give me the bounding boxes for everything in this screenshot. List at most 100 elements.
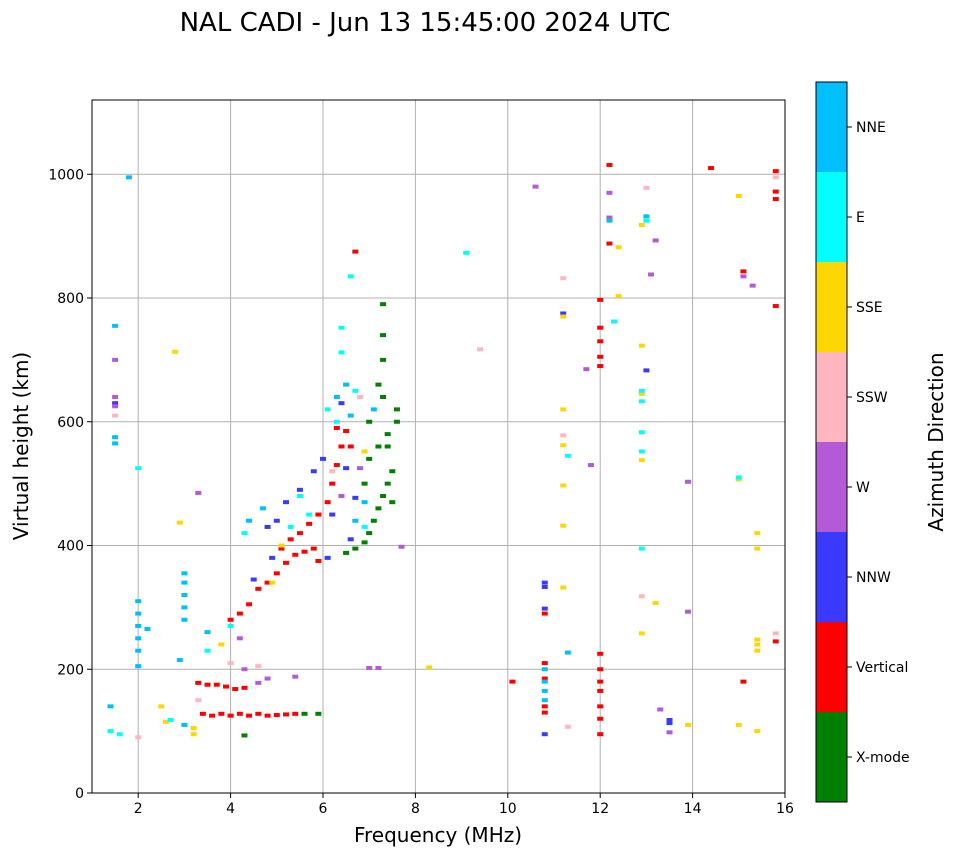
echo-mark	[181, 605, 188, 610]
echo-mark	[740, 269, 747, 274]
echo-mark	[366, 419, 373, 424]
echo-mark	[597, 325, 604, 330]
echo-mark	[560, 585, 567, 590]
echo-mark	[657, 707, 664, 712]
x-tick-label: 2	[134, 801, 143, 817]
echo-mark	[606, 218, 613, 223]
echo-mark	[255, 711, 262, 716]
echo-mark	[324, 500, 331, 505]
echo-mark	[541, 679, 548, 684]
echo-mark	[611, 319, 618, 324]
echo-mark	[347, 274, 354, 279]
echo-mark	[638, 594, 645, 599]
echo-mark	[333, 425, 340, 430]
echo-mark	[370, 407, 377, 412]
echo-mark	[246, 602, 253, 607]
colorbar-swatch	[816, 712, 847, 802]
echo-mark	[190, 726, 197, 731]
plot-frame	[91, 99, 786, 794]
echo-mark	[384, 481, 391, 486]
echo-mark	[296, 531, 303, 536]
echo-mark	[393, 407, 400, 412]
echo-mark	[684, 722, 691, 727]
echo-mark	[754, 642, 761, 647]
echo-mark	[116, 732, 123, 737]
echo-mark	[638, 343, 645, 348]
echo-mark	[107, 729, 114, 734]
echo-mark	[296, 487, 303, 492]
echo-mark	[638, 631, 645, 636]
echo-mark	[638, 449, 645, 454]
echo-mark	[597, 651, 604, 656]
colorbar-tick-label: SSW	[856, 390, 888, 406]
echo-mark	[112, 441, 119, 446]
echo-mark	[112, 413, 119, 418]
echo-mark	[541, 667, 548, 672]
echo-mark	[375, 382, 382, 387]
echo-mark	[236, 636, 243, 641]
echo-mark	[347, 444, 354, 449]
echo-mark	[135, 735, 142, 740]
echo-mark	[564, 650, 571, 655]
echo-mark	[315, 711, 322, 716]
echo-mark	[597, 679, 604, 684]
echo-mark	[222, 684, 229, 689]
echo-mark	[754, 637, 761, 642]
echo-mark	[564, 724, 571, 729]
x-axis-label: Frequency (MHz)	[354, 823, 522, 847]
echo-mark	[361, 449, 368, 454]
echo-mark	[597, 688, 604, 693]
echo-mark	[352, 495, 359, 500]
echo-mark	[352, 388, 359, 393]
echo-mark	[204, 630, 211, 635]
echo-mark	[366, 456, 373, 461]
echo-mark	[375, 666, 382, 671]
echo-mark	[283, 560, 290, 565]
echo-mark	[615, 245, 622, 250]
echo-mark	[227, 713, 234, 718]
echo-mark	[112, 323, 119, 328]
echo-mark	[338, 494, 345, 498]
echo-mark	[278, 543, 285, 548]
echo-mark	[772, 639, 779, 644]
echo-mark	[366, 531, 373, 536]
echo-mark	[597, 667, 604, 672]
echo-mark	[209, 713, 216, 718]
echo-mark	[597, 704, 604, 709]
echo-mark	[352, 249, 359, 254]
y-tick-label: 600	[57, 415, 84, 431]
echo-mark	[135, 611, 142, 616]
echo-mark	[176, 657, 183, 662]
x-tick-label: 8	[411, 801, 420, 817]
echo-mark	[643, 218, 650, 223]
echo-mark	[112, 357, 119, 362]
echo-mark	[361, 481, 368, 486]
data-marks	[107, 162, 779, 740]
echo-mark	[135, 466, 142, 471]
colorbar-swatch	[816, 532, 847, 622]
echo-mark	[218, 642, 225, 647]
colorbar-swatch	[816, 262, 847, 352]
echo-mark	[107, 704, 114, 709]
echo-mark	[740, 274, 747, 279]
echo-mark	[477, 347, 484, 352]
echo-mark	[361, 500, 368, 505]
colorbar-swatch	[816, 352, 847, 442]
echo-mark	[541, 580, 548, 585]
echo-mark	[638, 546, 645, 551]
x-tick-label: 6	[319, 801, 328, 817]
echo-mark	[315, 512, 322, 517]
echo-mark	[135, 648, 142, 653]
echo-mark	[509, 679, 516, 684]
echo-mark	[301, 549, 308, 554]
echo-mark	[389, 500, 396, 505]
echo-mark	[638, 399, 645, 404]
echo-mark	[125, 175, 132, 180]
echo-mark	[597, 297, 604, 302]
echo-mark	[384, 444, 391, 449]
echo-mark	[560, 314, 567, 319]
echo-mark	[356, 466, 363, 471]
echo-mark	[296, 494, 303, 498]
echo-mark	[292, 711, 299, 716]
echo-mark	[597, 364, 604, 369]
